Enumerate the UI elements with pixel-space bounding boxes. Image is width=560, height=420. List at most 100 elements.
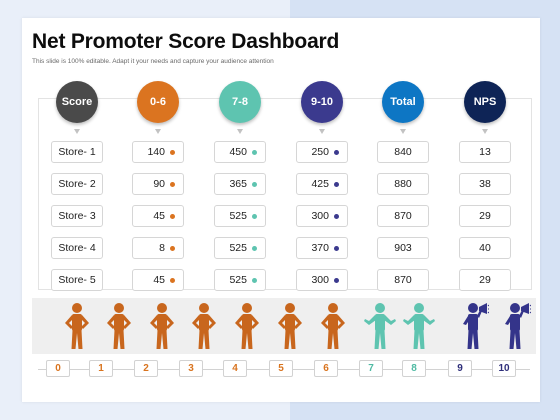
status-dot-icon — [170, 182, 175, 187]
table-cell-promoters: 300 — [296, 205, 348, 227]
detractor-figure-icon — [61, 302, 93, 357]
table-cell-nps: 29 — [459, 205, 511, 227]
table-cell-detractors: 45 — [132, 205, 184, 227]
status-dot-icon — [170, 246, 175, 251]
cell-value: 425 — [311, 178, 329, 190]
passive-figure-icon — [364, 302, 396, 357]
status-dot-icon — [170, 150, 175, 155]
scale-number: 5 — [269, 360, 293, 377]
scale-number: 9 — [448, 360, 472, 377]
scale-number: 10 — [492, 360, 516, 377]
scale-number: 3 — [179, 360, 203, 377]
cell-value: 525 — [229, 210, 247, 222]
column-header-5: NPS — [464, 81, 506, 123]
table-cell-nps: 40 — [459, 237, 511, 259]
cell-value: 450 — [229, 146, 247, 158]
status-dot-icon — [252, 182, 257, 187]
table-cell-passives: 450 — [214, 141, 266, 163]
cell-value: Store- 1 — [58, 146, 96, 158]
cell-value: 45 — [153, 210, 165, 222]
detractor-figure-icon — [188, 302, 220, 357]
detractor-figure-icon — [317, 302, 349, 357]
column-header-0: Score — [56, 81, 98, 123]
table-cell-passives: 365 — [214, 173, 266, 195]
scale-number: 0 — [46, 360, 70, 377]
table-cell-promoters: 250 — [296, 141, 348, 163]
column-header-1: 0-6 — [137, 81, 179, 123]
scale-number: 4 — [223, 360, 247, 377]
scale-number: 6 — [314, 360, 338, 377]
cell-value: 525 — [229, 274, 247, 286]
down-arrow-icon — [74, 129, 80, 134]
table-cell-promoters: 300 — [296, 269, 348, 291]
table-cell-store: Store- 4 — [51, 237, 103, 259]
status-dot-icon — [252, 214, 257, 219]
cell-value: 8 — [159, 242, 165, 254]
status-dot-icon — [334, 214, 339, 219]
table-cell-passives: 525 — [214, 237, 266, 259]
status-dot-icon — [170, 214, 175, 219]
table-cell-promoters: 425 — [296, 173, 348, 195]
table-cell-detractors: 8 — [132, 237, 184, 259]
scale-number: 7 — [359, 360, 383, 377]
cell-value: 903 — [394, 242, 412, 254]
down-arrow-icon — [482, 129, 488, 134]
table-frame — [38, 98, 532, 290]
table-cell-nps: 29 — [459, 269, 511, 291]
table-cell-detractors: 45 — [132, 269, 184, 291]
cell-value: 840 — [394, 146, 412, 158]
table-cell-store: Store- 1 — [51, 141, 103, 163]
table-cell-store: Store- 3 — [51, 205, 103, 227]
table-cell-total: 870 — [377, 269, 429, 291]
scale-number: 1 — [89, 360, 113, 377]
table-cell-nps: 38 — [459, 173, 511, 195]
status-dot-icon — [334, 278, 339, 283]
cell-value: 45 — [153, 274, 165, 286]
cell-value: 880 — [394, 178, 412, 190]
cell-value: 300 — [311, 210, 329, 222]
table-cell-nps: 13 — [459, 141, 511, 163]
detractor-figure-icon — [103, 302, 135, 357]
table-cell-total: 903 — [377, 237, 429, 259]
detractor-figure-icon — [146, 302, 178, 357]
column-header-2: 7-8 — [219, 81, 261, 123]
cell-value: 13 — [479, 146, 491, 158]
cell-value: 300 — [311, 274, 329, 286]
table-cell-passives: 525 — [214, 269, 266, 291]
scale-number: 8 — [402, 360, 426, 377]
table-cell-total: 880 — [377, 173, 429, 195]
down-arrow-icon — [237, 129, 243, 134]
table-cell-store: Store- 2 — [51, 173, 103, 195]
cell-value: 370 — [311, 242, 329, 254]
table-cell-total: 840 — [377, 141, 429, 163]
status-dot-icon — [252, 278, 257, 283]
column-header-4: Total — [382, 81, 424, 123]
down-arrow-icon — [400, 129, 406, 134]
cell-value: Store- 3 — [58, 210, 96, 222]
table-cell-detractors: 140 — [132, 141, 184, 163]
status-dot-icon — [252, 246, 257, 251]
page-subtitle: This slide is 100% editable. Adapt it yo… — [32, 58, 274, 65]
cell-value: Store- 5 — [58, 274, 96, 286]
status-dot-icon — [334, 246, 339, 251]
down-arrow-icon — [155, 129, 161, 134]
cell-value: 90 — [153, 178, 165, 190]
table-cell-passives: 525 — [214, 205, 266, 227]
cell-value: 29 — [479, 210, 491, 222]
status-dot-icon — [334, 150, 339, 155]
slide: Net Promoter Score Dashboard This slide … — [22, 18, 540, 402]
cell-value: 250 — [311, 146, 329, 158]
table-cell-detractors: 90 — [132, 173, 184, 195]
status-dot-icon — [334, 182, 339, 187]
cell-value: 870 — [394, 274, 412, 286]
page-title: Net Promoter Score Dashboard — [32, 30, 340, 53]
promoter-megaphone-icon — [457, 302, 490, 357]
cell-value: 38 — [479, 178, 491, 190]
scale-number: 2 — [134, 360, 158, 377]
down-arrow-icon — [319, 129, 325, 134]
cell-value: 140 — [147, 146, 165, 158]
status-dot-icon — [170, 278, 175, 283]
column-header-3: 9-10 — [301, 81, 343, 123]
cell-value: 365 — [229, 178, 247, 190]
promoter-megaphone-icon — [499, 302, 532, 357]
